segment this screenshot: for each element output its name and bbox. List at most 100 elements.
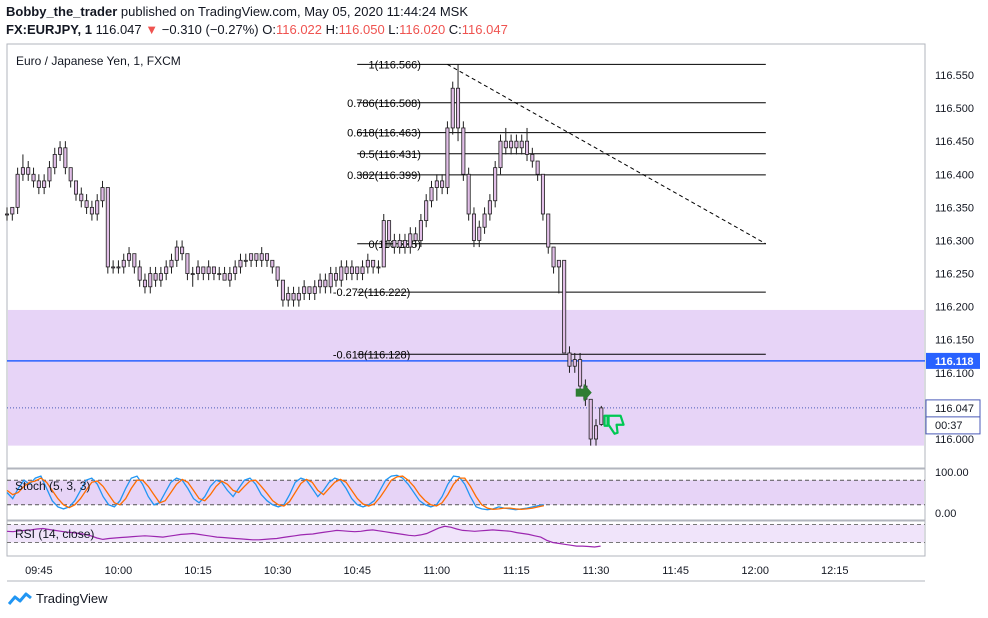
author-name[interactable]: Bobby_the_trader: [6, 4, 118, 19]
last-price-text: 116.047: [935, 403, 974, 415]
candle-body: [429, 187, 434, 202]
candle-body: [540, 173, 545, 215]
candle-body: [376, 266, 381, 269]
ohlc-legend: FX:EURJPY, 1 116.047 ▼ −0.310 (−0.27%) O…: [6, 22, 508, 37]
candle-body: [26, 167, 31, 175]
candle-body: [344, 266, 349, 274]
publish-info: Bobby_the_trader published on TradingVie…: [6, 4, 468, 19]
candle-body: [456, 87, 461, 129]
horizontal-line-price-badge: [926, 352, 980, 369]
candle-body: [280, 279, 285, 301]
stoch-k-line: [6, 474, 544, 511]
fib-level-label: 0.382(116.399): [347, 170, 421, 182]
candle-body: [466, 173, 471, 215]
time-tick-label: 10:15: [184, 565, 212, 577]
candle-body: [142, 279, 147, 288]
candle-body: [530, 154, 535, 162]
candle-body: [206, 266, 211, 274]
candle-body: [371, 259, 376, 268]
price-tick-label: 116.300: [935, 235, 974, 247]
time-tick-label: 09:45: [25, 565, 53, 577]
symbol-label: FX:EURJPY, 1: [6, 22, 92, 37]
tradingview-logo-icon: [8, 592, 32, 605]
candle-body: [196, 266, 201, 274]
candle-body: [190, 273, 195, 275]
candle-body: [402, 240, 407, 248]
price-tick-label: 116.500: [935, 103, 974, 115]
candle-body: [10, 206, 15, 215]
stoch-tick-label: 0.00: [935, 508, 956, 520]
rsi-line: [6, 525, 601, 548]
candle-body: [461, 127, 466, 175]
fib-level-label: -0.272(116.222): [333, 287, 410, 299]
candle-body: [323, 279, 328, 288]
candle-body: [211, 266, 216, 274]
change-value: −0.310 (−0.27%): [161, 22, 259, 37]
candle-body: [127, 253, 132, 261]
candle-body: [514, 140, 519, 149]
brand-text: TradingView: [36, 591, 108, 606]
fib-level-label: 0.786(116.508): [347, 98, 421, 110]
candle-body: [153, 273, 158, 281]
candle-body: [116, 266, 121, 269]
candle-body: [259, 253, 264, 261]
candle-body: [450, 87, 455, 129]
candle-body: [599, 407, 604, 425]
published-text: published on TradingView.com, May 05, 20…: [120, 4, 469, 19]
tradingview-brand[interactable]: TradingView: [8, 591, 108, 606]
candle-body: [169, 259, 174, 268]
candle-body: [265, 253, 270, 261]
candle-body: [238, 259, 243, 268]
candle-body: [291, 292, 296, 301]
rsi-band-fill: [8, 524, 924, 543]
candle-body: [95, 200, 100, 215]
candle-body: [100, 187, 105, 202]
candle-body: [562, 259, 567, 354]
fib-level-label: 0.5(116.431): [359, 149, 421, 161]
price-tick-label: 116.400: [935, 169, 974, 181]
high-value: 116.050: [338, 22, 385, 37]
candle-body: [217, 273, 222, 275]
horizontal-line-price-text: 116.118: [935, 356, 974, 368]
fib-level-label: 1(116.566): [369, 59, 421, 71]
candle-body: [180, 246, 185, 255]
candle-body: [519, 140, 524, 149]
candle-body: [89, 206, 94, 215]
candle-body: [493, 167, 498, 202]
candle-body: [535, 160, 540, 175]
price-tick-label: 116.250: [935, 269, 974, 281]
candle-body: [227, 273, 232, 281]
candle-body: [424, 200, 429, 221]
open-value: 116.022: [275, 22, 323, 37]
candle-body: [73, 180, 78, 195]
candle-body: [105, 187, 110, 268]
candle-body: [158, 273, 163, 281]
candle-body: [42, 180, 47, 188]
candle-body: [482, 213, 487, 228]
time-tick-label: 12:00: [741, 565, 769, 577]
candle-body: [164, 266, 169, 274]
candle-body: [546, 213, 551, 248]
candle-body: [174, 246, 179, 261]
candle-body: [588, 398, 593, 440]
candle-body: [328, 273, 333, 288]
candle-body: [525, 140, 530, 155]
price-tick-label: 116.450: [935, 136, 974, 148]
candle-body: [471, 213, 476, 241]
candle-body: [339, 266, 344, 281]
candle-body: [578, 359, 583, 387]
candle-body: [333, 273, 338, 281]
countdown-text: 00:37: [935, 420, 963, 432]
candle-body: [58, 147, 63, 155]
candle-body: [318, 279, 323, 288]
candle-body: [185, 253, 190, 274]
candle-body: [52, 154, 57, 169]
candle-body: [355, 266, 360, 274]
candle-body: [5, 213, 10, 216]
candle-body: [47, 167, 52, 182]
candle-body: [392, 240, 397, 248]
candle-body: [249, 253, 254, 261]
candle-body: [201, 266, 206, 274]
candle-body: [365, 259, 370, 268]
